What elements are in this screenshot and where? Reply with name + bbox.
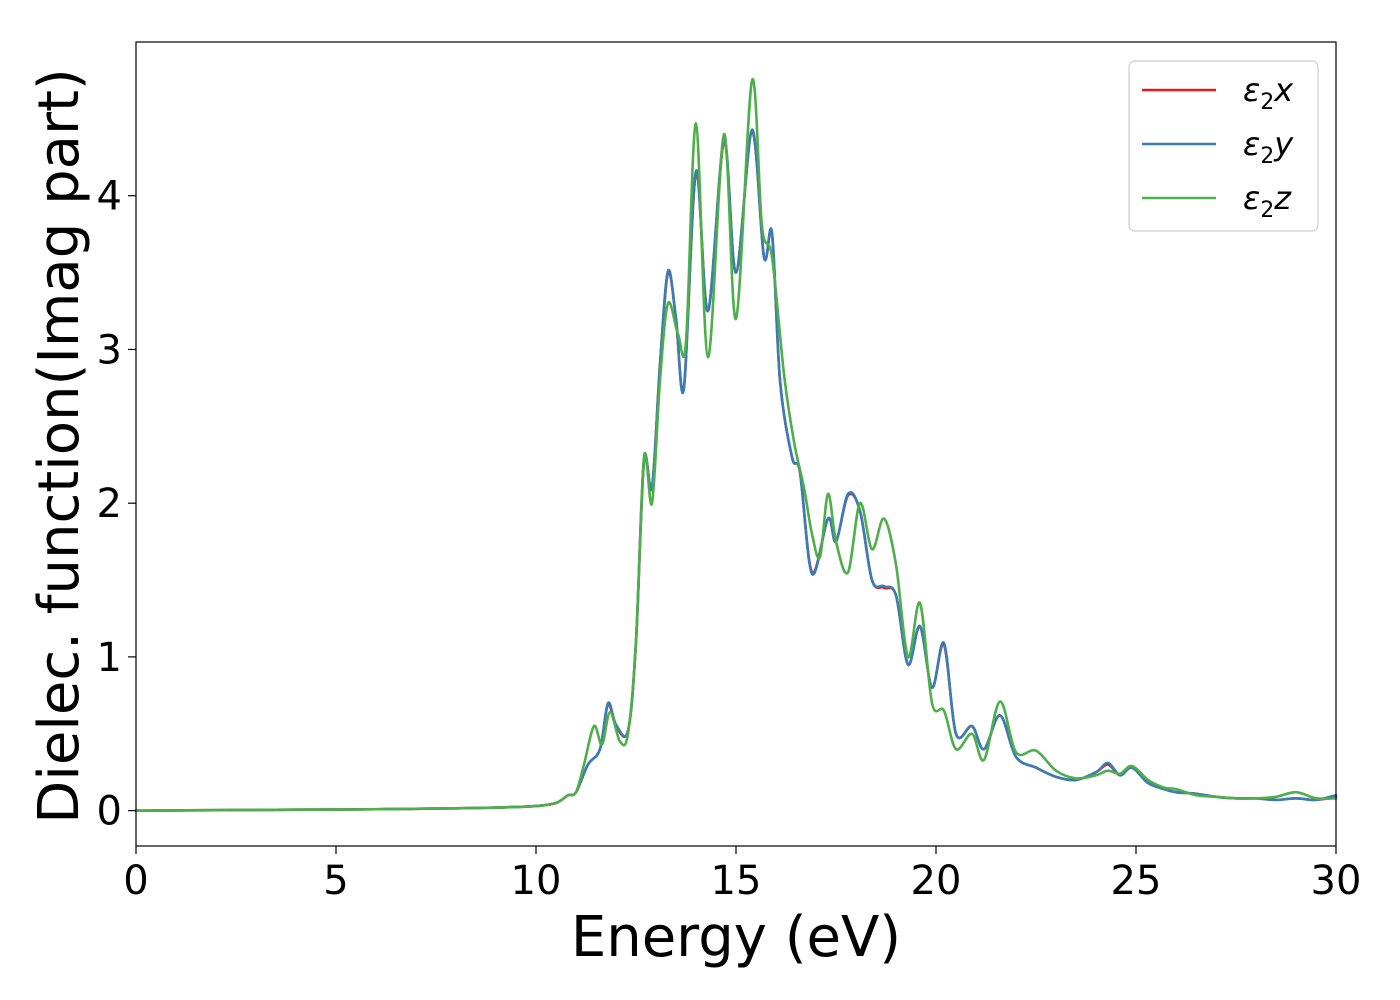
x-tick-label: 0 <box>123 858 148 904</box>
series-layer <box>134 78 1338 812</box>
y-tick-label: 4 <box>97 174 122 220</box>
x-axis-title: Energy (eV) <box>571 905 901 970</box>
x-axis: 0 5 10 15 20 25 30 <box>123 846 1361 904</box>
y-axis-title: Dielec. function(Imag part) <box>27 68 92 824</box>
x-tick-label: 15 <box>711 858 762 904</box>
x-tick-label: 30 <box>1311 858 1362 904</box>
legend: ε2x ε2y ε2z <box>1128 60 1319 232</box>
x-tick-label: 10 <box>511 858 562 904</box>
x-tick-label: 5 <box>323 858 348 904</box>
x-tick-label: 20 <box>911 858 962 904</box>
legend-label-y: ε2y <box>1243 125 1294 169</box>
legend-box <box>1128 60 1319 232</box>
y-tick-label: 1 <box>97 635 122 681</box>
legend-label-x: ε2x <box>1243 71 1294 115</box>
series-line-z <box>134 78 1338 812</box>
legend-label-z: ε2z <box>1243 179 1292 223</box>
y-tick-label: 2 <box>97 481 122 527</box>
y-axis: 0 1 2 3 4 <box>97 174 136 835</box>
x-tick-label: 25 <box>1111 858 1162 904</box>
y-tick-label: 3 <box>97 327 122 373</box>
y-tick-label: 0 <box>97 789 122 835</box>
